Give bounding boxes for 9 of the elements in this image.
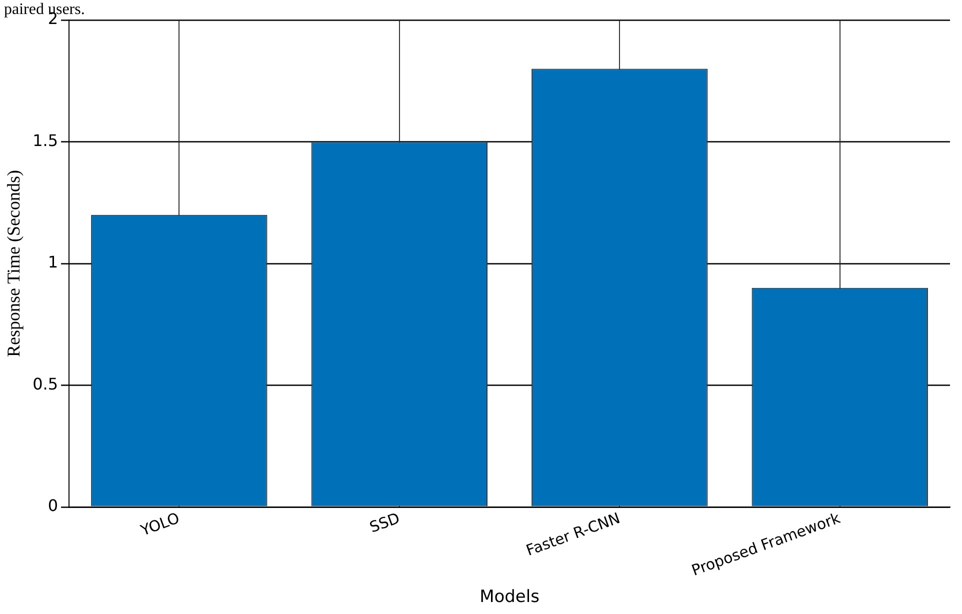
x-axis-title: Models [480, 587, 540, 608]
x-tick-label: Faster R-CNN [524, 508, 622, 560]
y-tick-label: 0 [48, 496, 58, 516]
y-tick-label: 1.5 [32, 130, 58, 150]
y-axis-title: Response Time (Seconds) [4, 170, 24, 358]
y-tick-label: 1 [48, 252, 58, 272]
y-tick-label: 0.5 [32, 374, 58, 394]
x-tick-label: YOLO [137, 508, 182, 540]
x-tick-label: SSD [367, 508, 402, 536]
